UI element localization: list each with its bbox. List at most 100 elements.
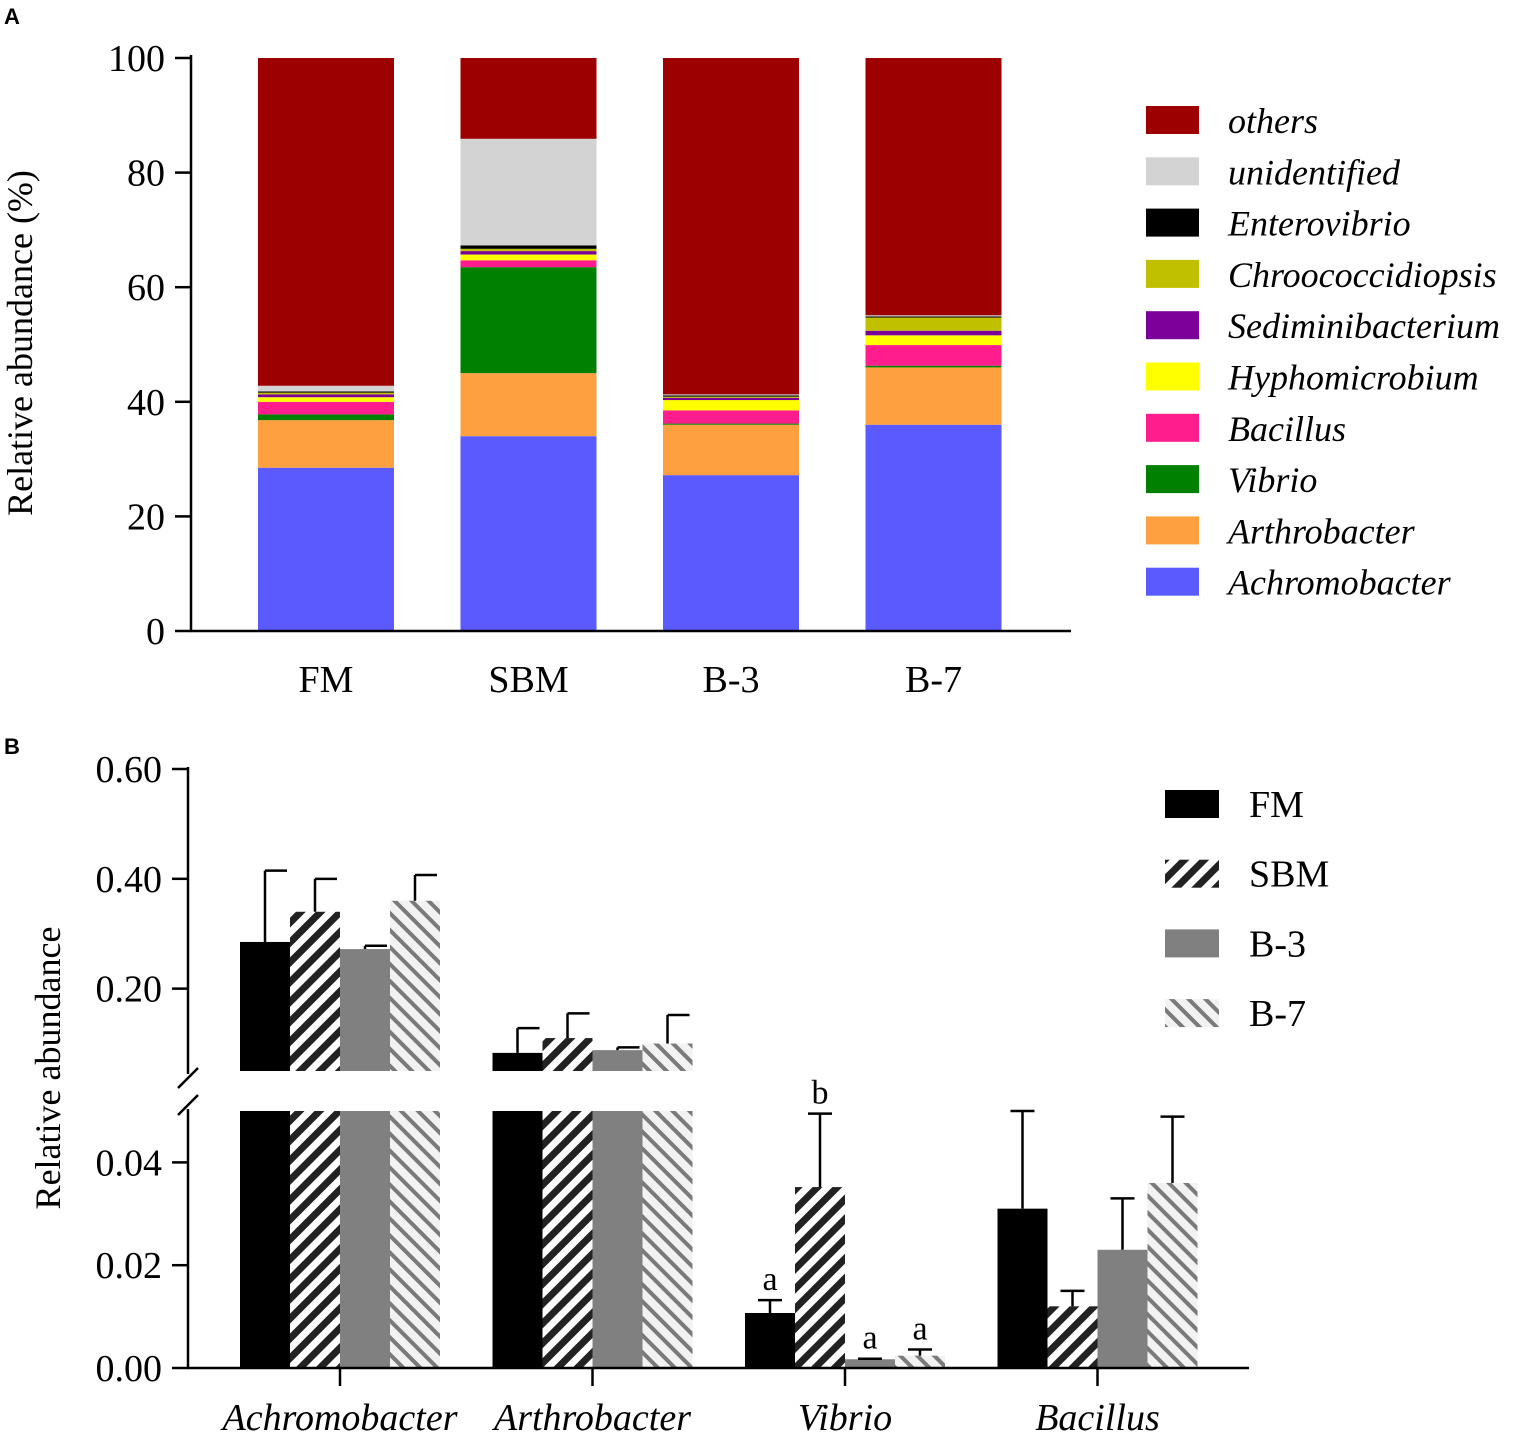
bar-segment-sbm-hyphomicrobium [460,254,597,261]
bar-lower-arthrobacter-b-3 [592,1111,643,1368]
bar-vibrio-sbm [795,1187,845,1368]
y-tick-label: 20 [127,496,165,538]
bar-segment-sbm-arthrobacter [460,373,597,437]
bar-bacillus-b-3 [1097,1249,1148,1368]
error-bars [263,869,1185,1360]
bar-segment-fm-unidentified [258,385,394,392]
bar-segment-b-7-unidentified [865,315,1002,317]
legend-label-bacillus: Bacillus [1228,409,1346,449]
y-tick-label: 0.04 [96,1142,163,1184]
legend-swatch-fm [1165,790,1219,818]
bar-segment-b-3-bacillus [663,410,799,424]
x-tick-label-fm: FM [299,659,354,701]
legend-label-enterovibrio: Enterovibrio [1227,204,1411,244]
bar-upper-arthrobacter-b-3 [592,1050,643,1071]
bar-segment-sbm-achromobacter [460,436,597,631]
sig-letter-vibrio-sbm: b [812,1075,829,1112]
x-tick-label-achromobacter: Achromobacter [220,1397,458,1432]
bar-segment-b-7-bacillus [865,345,1002,366]
legend-swatch-sbm [1165,859,1219,888]
legend-swatch-bacillus [1146,413,1199,442]
legend-swatch-sediminibacterium [1146,311,1199,340]
legend-label-unidentified: unidentified [1228,152,1401,192]
bar-segment-b-3-achromobacter [663,475,799,631]
bar-lower-arthrobacter-sbm [542,1111,593,1368]
bar-segment-sbm-unidentified [460,138,597,246]
bar-segment-fm-arthrobacter [258,420,394,468]
bar-segment-b-3-chroococcidiopsis [663,396,799,398]
sig-letter-vibrio-b-3: a [862,1320,877,1357]
bar-segment-sbm-bacillus [460,260,597,268]
y-ticks: 0.00 0.02 0.04 0.20 0.40 0.60 [96,749,188,1390]
legend-label-vibrio: Vibrio [1228,460,1317,500]
legend-label-arthrobacter: Arthrobacter [1226,511,1416,551]
x-tick-label-bacillus: Bacillus [1035,1397,1160,1432]
legend-label-b-7: B-7 [1249,993,1306,1035]
legend-swatch-hyphomicrobium [1146,362,1199,391]
bar-segment-b-3-enterovibrio [663,395,799,397]
legend-label-achromobacter: Achromobacter [1226,563,1452,603]
y-tick-label: 0.40 [96,859,163,901]
bar-upper-achromobacter-b-7 [390,900,440,1071]
bar-lower-achromobacter-fm [240,1111,290,1368]
legend-label-fm: FM [1249,784,1304,826]
y-tick-label: 100 [108,38,165,80]
bar-segment-fm-hyphomicrobium [258,397,394,402]
sig-letter-vibrio-fm: a [762,1261,777,1298]
bar-segment-b-3-sediminibacterium [663,397,799,401]
stacked-bar-chart: 0 20 40 60 80 100 FM SBM B-3 B-7 Relative abunda… [0,38,1500,701]
legend-swatch-vibrio [1146,465,1199,494]
bar-segment-b-7-achromobacter [865,424,1002,631]
y-tick-label: 0.00 [96,1348,163,1390]
bar-segment-sbm-vibrio [460,267,597,374]
bar-segment-b-7-others [865,58,1002,316]
legend-swatch-b-7 [1165,999,1219,1028]
significance-letters: aba a [762,1075,927,1357]
bar-segment-b-3-arthrobacter [663,424,799,476]
legend-swatch-b-3 [1165,929,1219,958]
legend: others unidentified Enterovibrio Chroococci… [1146,101,1500,603]
panel-a-label: A [4,4,20,29]
bar-segment-sbm-enterovibrio [460,245,597,249]
bar-bacillus-b-7 [1147,1182,1198,1368]
legend-label-sediminibacterium: Sediminibacterium [1228,306,1500,346]
bar-segment-fm-sediminibacterium [258,394,394,398]
x-tick-label-sbm: SBM [488,659,568,701]
legend-swatch-arthrobacter [1146,516,1199,545]
y-tick-label: 0.02 [96,1245,163,1287]
bar-segment-b-7-arthrobacter [865,367,1002,425]
bar-lower-arthrobacter-b-7 [642,1111,693,1368]
bar-lower-achromobacter-sbm [290,1111,340,1368]
y-axis-title: Relative abundance [28,927,68,1210]
bar-segment-fm-bacillus [258,401,394,415]
bar-segment-fm-achromobacter [258,467,394,631]
stacked-bars [258,58,1002,631]
bar-segment-b-3-hyphomicrobium [663,400,799,411]
bar-segment-fm-chroococcidiopsis [258,392,394,395]
y-tick-label: 60 [127,267,165,309]
bar-vibrio-b-3 [845,1359,895,1368]
sig-letter-vibrio-b-7: a [912,1310,927,1347]
bar-segment-fm-vibrio [258,414,394,421]
bar-upper-arthrobacter-sbm [542,1038,593,1071]
bar-upper-achromobacter-b-3 [340,949,390,1071]
bar-vibrio-fm [745,1313,795,1368]
bar-bacillus-sbm [1047,1306,1098,1368]
x-tick-labels: Achromobacter Arthrobacter Vibrio Bacillus [220,1397,1160,1432]
bar-lower-achromobacter-b-3 [340,1111,390,1368]
axes [177,767,1249,1386]
legend: FM SBM B-3 B-7 [1165,784,1329,1035]
x-tick-label-arthrobacter: Arthrobacter [491,1397,691,1432]
bar-upper-achromobacter-fm [240,941,290,1071]
bar-segment-b-3-unidentified [663,394,799,396]
bar-segment-sbm-sediminibacterium [460,251,597,255]
bar-bacillus-fm [997,1208,1048,1368]
legend-swatch-enterovibrio [1146,208,1199,237]
bar-segment-b-7-vibrio [865,365,1002,368]
legend-label-others: others [1228,101,1318,141]
axis-break-mark-lower [177,1094,199,1116]
bar-segment-b-3-others [663,58,799,395]
y-axis-title: Relative abundance (%) [0,170,40,516]
legend-swatch-achromobacter [1146,567,1199,596]
